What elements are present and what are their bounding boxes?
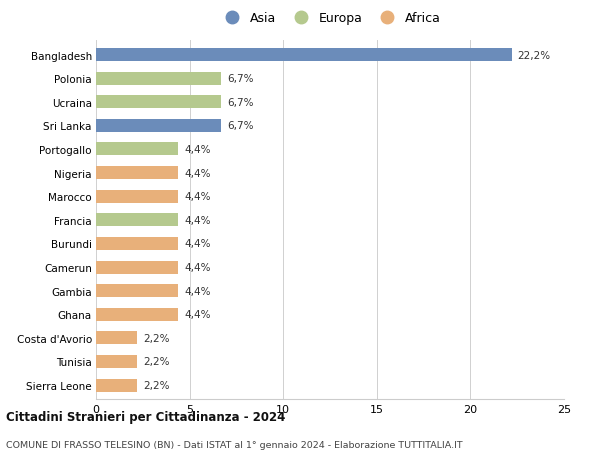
Text: 2,2%: 2,2% [143,380,169,390]
Bar [96,261,178,274]
Bar [96,96,221,109]
Text: 4,4%: 4,4% [184,192,211,202]
Bar [96,308,178,321]
Bar [96,355,137,368]
Bar [96,120,221,133]
Text: 4,4%: 4,4% [184,145,211,155]
Text: Cittadini Stranieri per Cittadinanza - 2024: Cittadini Stranieri per Cittadinanza - 2… [6,410,286,423]
Bar [96,214,178,227]
Bar [96,167,178,179]
Text: 4,4%: 4,4% [184,239,211,249]
Text: 2,2%: 2,2% [143,333,169,343]
Bar [96,237,178,250]
Legend: Asia, Europa, Africa: Asia, Europa, Africa [217,10,443,28]
Text: 6,7%: 6,7% [227,74,254,84]
Text: 4,4%: 4,4% [184,168,211,178]
Text: 4,4%: 4,4% [184,263,211,273]
Text: 6,7%: 6,7% [227,98,254,107]
Bar [96,190,178,203]
Bar [96,331,137,345]
Text: 4,4%: 4,4% [184,215,211,225]
Text: 22,2%: 22,2% [517,50,550,61]
Bar [96,49,512,62]
Bar [96,285,178,297]
Text: 4,4%: 4,4% [184,286,211,296]
Bar [96,73,221,85]
Text: 6,7%: 6,7% [227,121,254,131]
Text: 4,4%: 4,4% [184,309,211,319]
Bar [96,379,137,392]
Text: COMUNE DI FRASSO TELESINO (BN) - Dati ISTAT al 1° gennaio 2024 - Elaborazione TU: COMUNE DI FRASSO TELESINO (BN) - Dati IS… [6,441,463,449]
Text: 2,2%: 2,2% [143,357,169,367]
Bar [96,143,178,156]
